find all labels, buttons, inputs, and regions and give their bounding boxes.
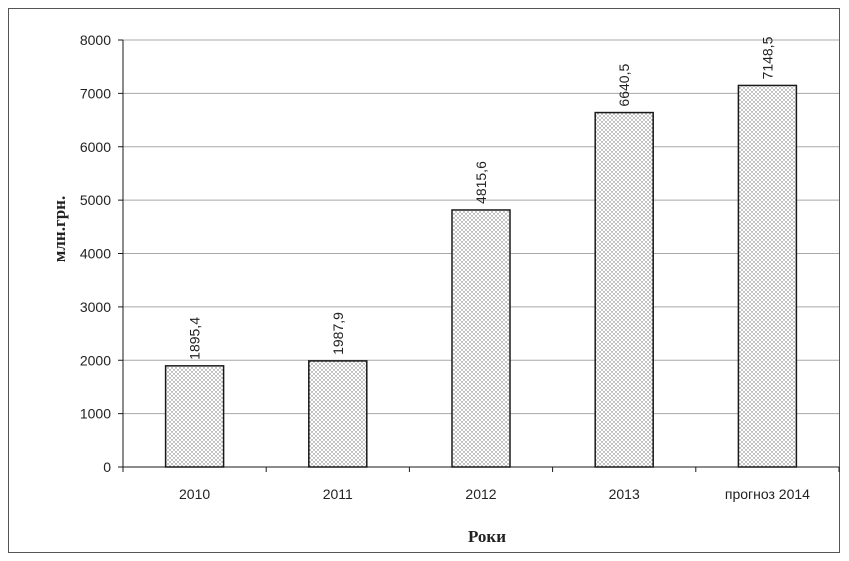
data-label: 1895,4 bbox=[187, 317, 203, 360]
x-axis-title: Роки bbox=[468, 527, 506, 546]
data-label: 7148,5 bbox=[759, 36, 775, 79]
y-axis-title: млн.грн. bbox=[50, 196, 69, 262]
y-tick-label: 4000 bbox=[80, 246, 111, 262]
data-label: 1987,9 bbox=[330, 312, 346, 355]
y-tick-label: 5000 bbox=[80, 192, 111, 208]
y-tick-label: 7000 bbox=[80, 85, 111, 101]
x-tick-label: 2011 bbox=[323, 486, 353, 502]
y-tick-label: 1000 bbox=[80, 406, 111, 422]
data-label: 6640,5 bbox=[616, 64, 632, 107]
y-tick-label: 6000 bbox=[80, 139, 111, 155]
bar bbox=[737, 84, 798, 468]
y-tick-label: 0 bbox=[103, 459, 111, 475]
x-tick-label: 2010 bbox=[179, 486, 210, 502]
y-tick-label: 2000 bbox=[80, 352, 111, 368]
bar bbox=[164, 365, 225, 468]
bar bbox=[594, 111, 654, 468]
data-label: 4815,6 bbox=[473, 161, 489, 204]
bar bbox=[451, 209, 511, 468]
data-labels: 1895,4 1987,9 4815,6 6640,5 7148,5 bbox=[187, 36, 776, 359]
x-tick-labels: 2010 2011 2012 2013 прогноз 2014 bbox=[179, 486, 810, 502]
y-tick-label: 3000 bbox=[80, 299, 111, 315]
chart-frame: 0 1000 2000 3000 4000 5000 6000 7000 8000 2010 20… bbox=[8, 8, 840, 553]
x-tick-label: 2013 bbox=[609, 486, 640, 502]
axes bbox=[118, 39, 840, 472]
x-tick-label: 2012 bbox=[465, 486, 496, 502]
bar bbox=[308, 360, 368, 468]
bars bbox=[164, 84, 798, 468]
y-tick-labels: 0 1000 2000 3000 4000 5000 6000 7000 8000 bbox=[80, 32, 111, 475]
x-tick-label: прогноз 2014 bbox=[725, 486, 810, 502]
y-tick-label: 8000 bbox=[80, 32, 111, 48]
